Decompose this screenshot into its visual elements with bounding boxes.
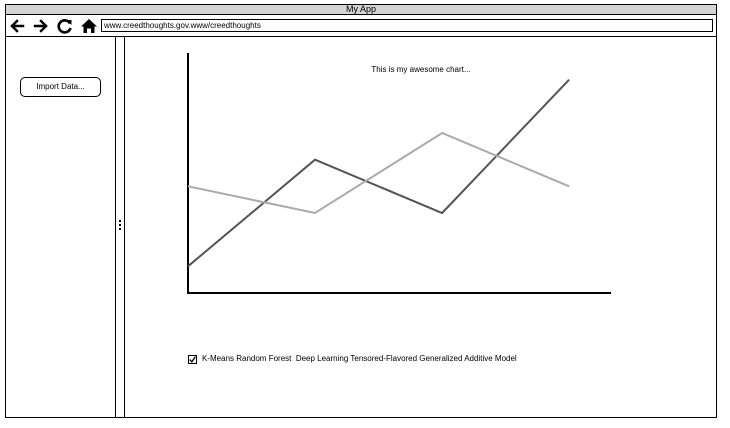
panel-splitter[interactable] (115, 37, 125, 417)
url-bar[interactable]: www.creedthoughts.gov.www/creedthoughts (101, 19, 713, 32)
browser-toolbar: www.creedthoughts.gov.www/creedthoughts (6, 15, 716, 37)
main-panel: This is my awesome chart... K-Means Rand… (125, 37, 716, 417)
title-bar: My App (6, 5, 716, 15)
reload-button[interactable] (56, 17, 74, 35)
chart-title: This is my awesome chart... (371, 65, 471, 74)
import-data-button[interactable]: Import Data... (20, 77, 101, 97)
checkmark-icon (189, 355, 196, 363)
splitter-grip-icon[interactable] (119, 220, 121, 232)
legend-checkbox[interactable] (188, 354, 197, 364)
arrow-right-icon (33, 19, 48, 33)
home-icon (81, 19, 97, 33)
window-title: My App (345, 4, 376, 14)
sidebar: Import Data... (6, 37, 115, 417)
series-line-2 (187, 131, 570, 215)
forward-button[interactable] (32, 17, 50, 35)
line-chart (187, 53, 611, 294)
chart-legend: K-Means Random Forest Deep Learning Tens… (188, 353, 517, 365)
reload-icon (57, 19, 72, 34)
home-button[interactable] (80, 17, 98, 35)
back-button[interactable] (8, 17, 26, 35)
series-line-1 (187, 79, 570, 268)
legend-label: K-Means Random Forest Deep Learning Tens… (202, 354, 517, 363)
app-window: My App www.creedthoughts.gov.www/creedth… (5, 4, 717, 418)
arrow-left-icon (10, 19, 25, 33)
